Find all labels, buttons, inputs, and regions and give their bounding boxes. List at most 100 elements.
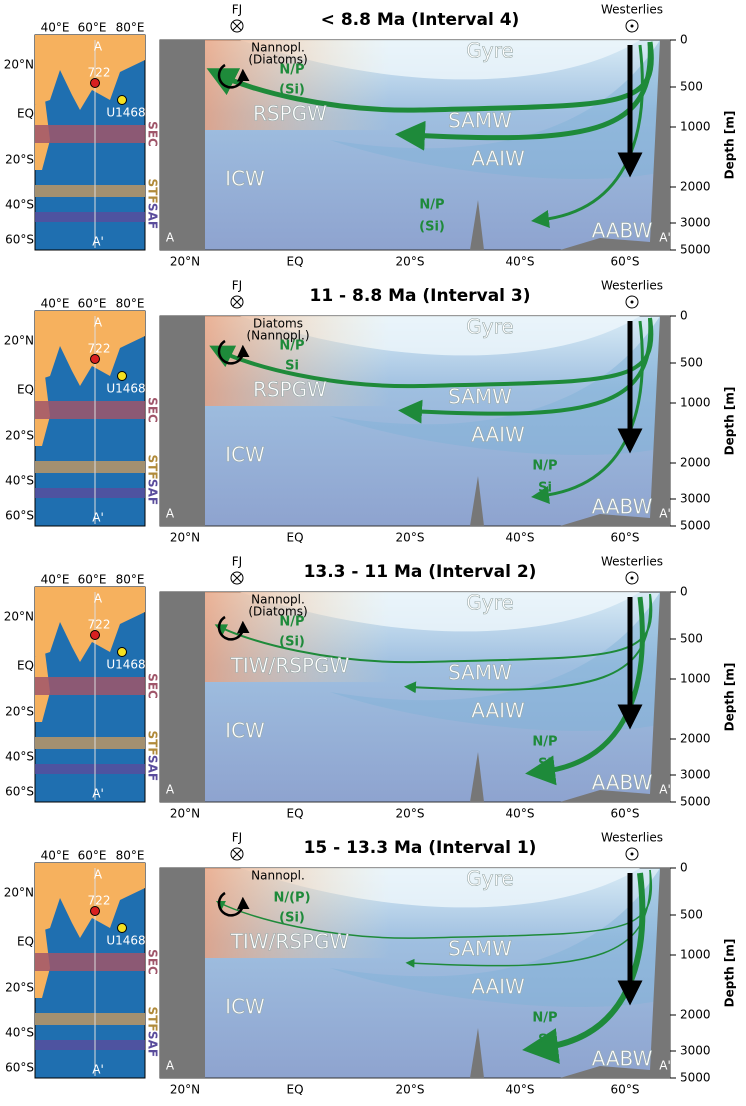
lon-label: 40°E bbox=[41, 297, 70, 311]
section-end-label: A bbox=[166, 507, 175, 521]
section-end: A' bbox=[92, 235, 104, 249]
depth-tick-label: 5000 bbox=[680, 795, 711, 809]
water-mass: RSPGW bbox=[253, 102, 327, 126]
depth-tick-label: 500 bbox=[680, 80, 703, 94]
site-label: U1468 bbox=[106, 106, 145, 120]
depth-tick-label: 500 bbox=[680, 632, 703, 646]
front-label: SAF bbox=[146, 203, 160, 229]
si-deep: (Si) bbox=[419, 220, 445, 235]
lat-label: 40°S bbox=[5, 1026, 34, 1040]
section-start: A bbox=[94, 592, 103, 606]
map-band bbox=[35, 1013, 145, 1025]
x-tick-label: 40°S bbox=[506, 1083, 535, 1097]
water-mass: AABW bbox=[592, 219, 653, 243]
section-end-label: A' bbox=[659, 1059, 671, 1073]
x-tick-label: 20°N bbox=[170, 255, 200, 269]
panel-title: 11 - 8.8 Ma (Interval 3) bbox=[309, 286, 530, 306]
westerlies-label: Westerlies bbox=[601, 555, 663, 569]
water-mass: AAIW bbox=[471, 147, 525, 171]
x-tick-label: 60°S bbox=[611, 1083, 640, 1097]
lon-label: 40°E bbox=[41, 573, 70, 587]
lon-label: 60°E bbox=[78, 297, 107, 311]
fj-label: FJ bbox=[232, 831, 242, 845]
front-label: SEC bbox=[146, 673, 160, 699]
front-label: SAF bbox=[146, 479, 160, 505]
x-tick-label: 20°S bbox=[396, 807, 425, 821]
map-band bbox=[35, 488, 145, 498]
water-mass: SAMW bbox=[448, 661, 512, 685]
lat-label: 20°N bbox=[4, 58, 34, 72]
front-label: SEC bbox=[146, 397, 160, 423]
water-mass: RSPGW bbox=[253, 378, 327, 402]
map-band bbox=[35, 737, 145, 749]
front-label: STF bbox=[146, 730, 160, 755]
section-start: A bbox=[94, 868, 103, 882]
site-u1468 bbox=[118, 648, 127, 657]
depth-tick-label: 3000 bbox=[680, 492, 711, 506]
depth-label: Depth [m] bbox=[723, 939, 737, 1008]
depth-tick-label: 500 bbox=[680, 356, 703, 370]
si-upper: Si bbox=[285, 359, 299, 374]
x-tick-label: 20°N bbox=[170, 1083, 200, 1097]
panel-title: 13.3 - 11 Ma (Interval 2) bbox=[304, 562, 537, 582]
westerlies-label: Westerlies bbox=[601, 3, 663, 17]
depth-tick-label: 1000 bbox=[680, 672, 711, 686]
water-mass: ICW bbox=[225, 719, 265, 743]
water-mass: SAMW bbox=[448, 937, 512, 961]
depth-tick-label: 3000 bbox=[680, 1044, 711, 1058]
site-label: 722 bbox=[88, 894, 111, 908]
np-deep: N/P bbox=[532, 735, 557, 750]
water-mass: AABW bbox=[592, 495, 653, 519]
np-deep: N/P bbox=[532, 459, 557, 474]
lon-label: 40°E bbox=[41, 21, 70, 35]
westerlies-symbol bbox=[631, 577, 634, 580]
lat-label: 40°S bbox=[5, 750, 34, 764]
x-tick-label: 40°S bbox=[506, 531, 535, 545]
section-start: A bbox=[94, 316, 103, 330]
water-mass: ICW bbox=[225, 443, 265, 467]
westerlies-label: Westerlies bbox=[601, 279, 663, 293]
map-band bbox=[35, 764, 145, 774]
depth-tick-label: 500 bbox=[680, 908, 703, 922]
si-deep: Si bbox=[538, 1033, 552, 1048]
x-tick-label: 60°S bbox=[611, 255, 640, 269]
site-label: U1468 bbox=[106, 934, 145, 948]
depth-label: Depth [m] bbox=[723, 387, 737, 456]
x-tick-label: EQ bbox=[286, 531, 303, 545]
water-mass: AABW bbox=[592, 1047, 653, 1071]
lat-label: 60°S bbox=[5, 1061, 34, 1075]
x-tick-label: 20°N bbox=[170, 531, 200, 545]
section-end-label: A' bbox=[659, 507, 671, 521]
x-tick-label: 40°S bbox=[506, 255, 535, 269]
x-tick-label: EQ bbox=[286, 807, 303, 821]
site-722 bbox=[91, 907, 100, 916]
lat-label: EQ bbox=[17, 107, 34, 121]
depth-tick-label: 5000 bbox=[680, 1071, 711, 1085]
site-label: 722 bbox=[88, 342, 111, 356]
water-mass: AABW bbox=[592, 771, 653, 795]
fj-symbol bbox=[233, 574, 241, 582]
westerlies-symbol bbox=[631, 301, 634, 304]
front-label: SEC bbox=[146, 949, 160, 975]
x-tick-label: 40°S bbox=[506, 807, 535, 821]
lat-label: 20°S bbox=[5, 153, 34, 167]
fj-label: FJ bbox=[232, 279, 242, 293]
lat-label: EQ bbox=[17, 935, 34, 949]
water-mass: TIW/RSPGW bbox=[230, 930, 350, 954]
fj-symbol bbox=[233, 22, 241, 30]
water-mass: Gyre bbox=[466, 315, 513, 339]
fj-symbol bbox=[233, 850, 241, 858]
lon-label: 60°E bbox=[78, 849, 107, 863]
lon-label: 60°E bbox=[78, 573, 107, 587]
np-upper: N/(P) bbox=[273, 891, 310, 906]
water-mass: ICW bbox=[225, 167, 265, 191]
lat-label: 60°S bbox=[5, 509, 34, 523]
water-mass: SAMW bbox=[448, 109, 512, 133]
lon-label: 80°E bbox=[116, 297, 145, 311]
map-band bbox=[35, 125, 145, 143]
np-upper: N/P bbox=[279, 63, 304, 78]
site-label: U1468 bbox=[106, 658, 145, 672]
depth-tick-label: 0 bbox=[680, 309, 688, 323]
lat-label: 20°S bbox=[5, 705, 34, 719]
lat-label: 60°S bbox=[5, 233, 34, 247]
